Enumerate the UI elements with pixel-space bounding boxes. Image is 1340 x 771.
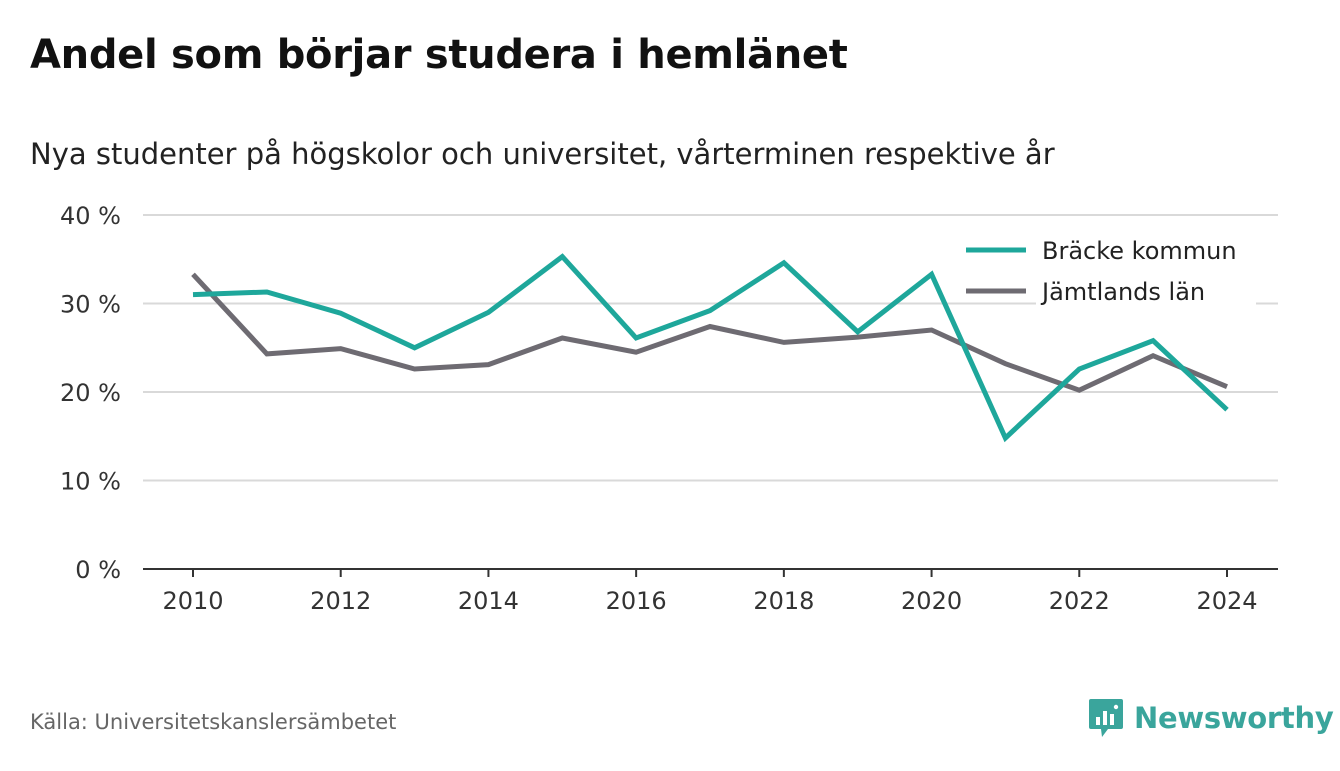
x-tick-label: 2022 — [1049, 587, 1110, 615]
x-tick-label: 2024 — [1196, 587, 1257, 615]
y-tick-label: 0 % — [75, 556, 121, 584]
brand-logo[interactable]: Newsworthy — [1088, 697, 1334, 739]
series-lines — [191, 253, 1229, 443]
y-tick-label: 20 % — [60, 379, 121, 407]
brand-name: Newsworthy — [1134, 701, 1334, 735]
x-tick-label: 2014 — [458, 587, 519, 615]
chart-subtitle: Nya studenter på högskolor och universit… — [30, 137, 1055, 171]
y-axis-labels: 0 % 10 % 20 % 30 % 40 % — [60, 202, 121, 584]
source-note: Källa: Universitetskanslersämbetet — [30, 710, 397, 734]
line-chart: 0 % 10 % 20 % 30 % 40 % 2010 2012 2014 2016 2018… — [60, 202, 1278, 615]
y-tick-label: 30 % — [60, 291, 121, 319]
y-tick-label: 10 % — [60, 468, 121, 496]
legend-label: Bräcke kommun — [1042, 237, 1237, 265]
chart-title: Andel som börjar studera i hemlänet — [30, 32, 848, 78]
x-axis: 2010 2012 2014 2016 2018 2020 2022 2024 — [143, 568, 1278, 615]
series-line — [192, 253, 1229, 443]
newsworthy-logo-icon — [1089, 699, 1123, 737]
y-tick-label: 40 % — [60, 202, 121, 230]
x-tick-label: 2012 — [310, 587, 371, 615]
series-line — [191, 272, 1228, 393]
x-tick-label: 2018 — [753, 587, 814, 615]
x-tick-label: 2020 — [901, 587, 962, 615]
x-tick-label: 2010 — [162, 587, 223, 615]
legend: Bräcke kommun Jämtlands län — [966, 234, 1256, 307]
legend-label: Jämtlands län — [1040, 278, 1205, 306]
x-tick-label: 2016 — [606, 587, 667, 615]
